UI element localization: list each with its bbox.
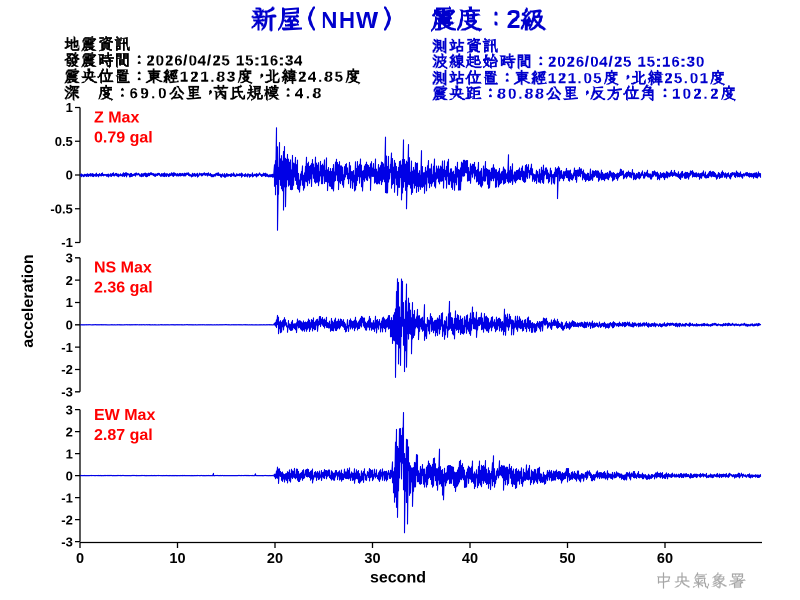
svg-text:3: 3 bbox=[66, 251, 73, 266]
svg-text:-1: -1 bbox=[61, 490, 73, 505]
svg-text:50: 50 bbox=[559, 551, 575, 567]
svg-text:EW Max: EW Max bbox=[94, 407, 155, 424]
svg-text:2.36 gal: 2.36 gal bbox=[94, 279, 153, 296]
svg-text:1: 1 bbox=[66, 100, 73, 115]
svg-text:0.5: 0.5 bbox=[55, 134, 73, 149]
svg-text:0: 0 bbox=[66, 317, 73, 332]
svg-text:0: 0 bbox=[66, 168, 73, 183]
svg-text:20: 20 bbox=[267, 551, 283, 567]
svg-text:10: 10 bbox=[169, 551, 185, 567]
svg-text:-3: -3 bbox=[61, 534, 73, 549]
svg-text:40: 40 bbox=[462, 551, 478, 567]
svg-text:0: 0 bbox=[76, 551, 84, 567]
svg-text:second: second bbox=[370, 570, 426, 587]
svg-text:1: 1 bbox=[66, 295, 73, 310]
svg-text:acceleration: acceleration bbox=[20, 254, 37, 347]
svg-text:-2: -2 bbox=[61, 362, 73, 377]
svg-text:-2: -2 bbox=[61, 512, 73, 527]
svg-text:-0.5: -0.5 bbox=[50, 201, 72, 216]
svg-text:NS Max: NS Max bbox=[94, 259, 152, 276]
svg-text:Z Max: Z Max bbox=[94, 110, 139, 127]
svg-text:30: 30 bbox=[364, 551, 380, 567]
svg-text:2.87 gal: 2.87 gal bbox=[94, 427, 153, 444]
svg-text:0.79 gal: 0.79 gal bbox=[94, 130, 153, 147]
svg-text:-1: -1 bbox=[61, 235, 73, 250]
svg-text:1: 1 bbox=[66, 446, 73, 461]
svg-text:2: 2 bbox=[66, 273, 73, 288]
svg-text:0: 0 bbox=[66, 468, 73, 483]
svg-text:3: 3 bbox=[66, 402, 73, 417]
svg-text:2: 2 bbox=[66, 424, 73, 439]
svg-text:-1: -1 bbox=[61, 340, 73, 355]
svg-text:-3: -3 bbox=[61, 384, 73, 399]
svg-text:60: 60 bbox=[657, 551, 673, 567]
